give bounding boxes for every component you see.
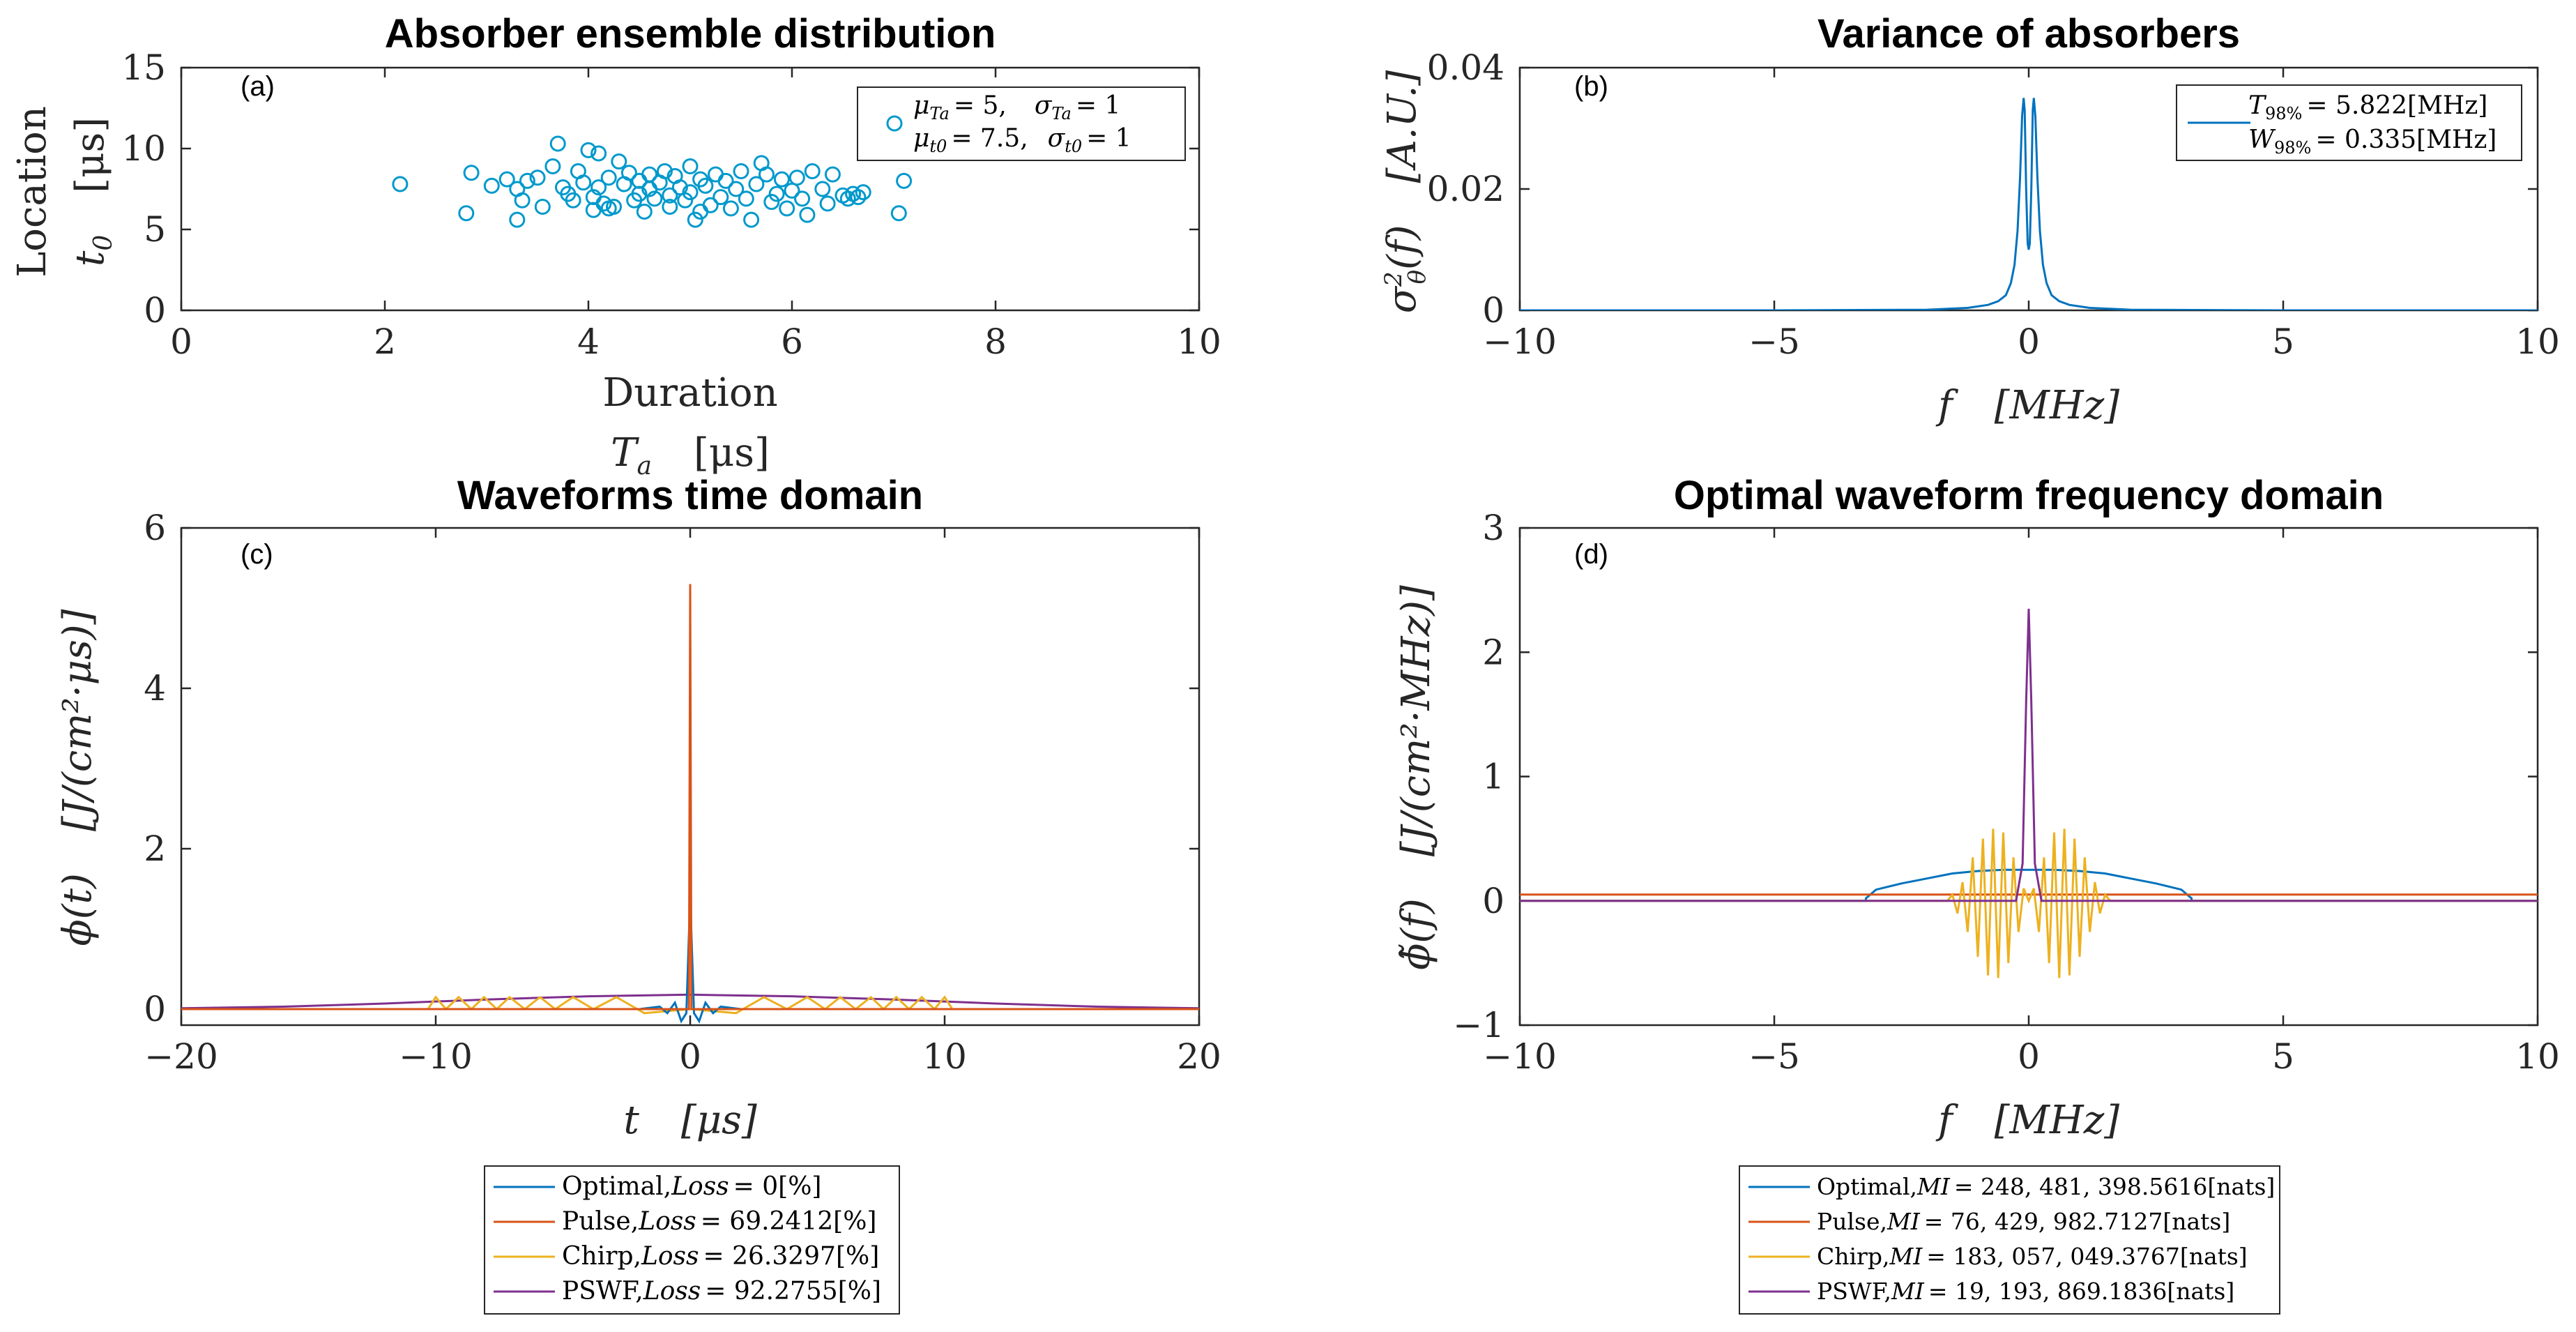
x-tick-label: 0 [2018, 321, 2040, 362]
legend-entry-chirp: Chirp,MI = 183, 057, 049.3767[nats] [1817, 1243, 2248, 1270]
panel-a-legend: μTa = 5, σTa = 1 μt0 = 7.5, σt0 = 1 [858, 87, 1185, 160]
legend-entry-pswf: PSWF,MI = 19, 193, 869.1836[nats] [1817, 1278, 2234, 1305]
panel-d-frequency-domain: Optimal waveform frequency domain −1 0 −5 0… [1394, 473, 2560, 1314]
panel-c-title: Waveforms time domain [457, 473, 923, 518]
x-tick-label: 0 [170, 321, 192, 362]
x-tick-label: 0 [2018, 1036, 2040, 1077]
x-tick-label: 5 [2272, 321, 2294, 362]
panel-b-ylabel: σ2θ(f)[A.U.] [1380, 70, 1431, 314]
legend-entry-pulse: Pulse,MI = 76, 429, 982.7127[nats] [1817, 1208, 2230, 1235]
y-tick-label: −1 [1453, 1005, 1504, 1045]
legend-entry-pswf: PSWF,Loss = 92.2755[%] [562, 1277, 881, 1305]
x-tick-label: 4 [577, 321, 600, 362]
panel-a-scatter: Absorber ensemble distribution 0 2 4 6 8 10 0 5… [10, 11, 1221, 480]
panel-b-title: Variance of absorbers [1817, 11, 2240, 56]
x-tick-label: 8 [984, 321, 1007, 362]
legend-entry-pulse: Pulse,Loss = 69.2412[%] [562, 1207, 876, 1236]
y-tick-label: 6 [144, 508, 166, 548]
x-tick-label: 10 [2515, 1036, 2560, 1077]
y-tick-label: 15 [121, 47, 166, 88]
y-tick-label: 3 [1482, 508, 1504, 548]
panel-d-ylabel: ϕ̃(f)[J/(cm²·MHz)] [1394, 585, 1439, 970]
panel-c-label: (c) [241, 539, 273, 570]
panel-b-xlabel: f [MHz] [1935, 383, 2119, 428]
x-tick-label: −20 [144, 1036, 218, 1077]
x-tick-label: −5 [1748, 321, 1800, 362]
panel-d-title: Optimal waveform frequency domain [1674, 473, 2384, 518]
y-tick-label: 4 [144, 668, 166, 709]
y-tick-label: 0 [1482, 290, 1504, 331]
y-tick-label: 0 [144, 989, 166, 1029]
y-tick-label: 10 [121, 128, 166, 169]
panel-b-label: (b) [1574, 71, 1608, 102]
y-tick-label: 2 [1482, 632, 1504, 672]
x-tick-label: 6 [781, 321, 803, 362]
y-tick-label: 5 [144, 209, 166, 250]
y-tick-label: 0.02 [1427, 169, 1504, 209]
x-tick-label: 10 [1177, 321, 1221, 362]
x-tick-label: 20 [1177, 1036, 1221, 1077]
x-tick-label: 10 [2515, 321, 2560, 362]
panel-c-ylabel: ϕ(t)[J/(cm²·μs)] [55, 609, 100, 946]
panel-a-xlabel-word: Duration [602, 370, 777, 416]
x-tick-label: −10 [399, 1036, 473, 1077]
y-tick-label: 1 [1482, 757, 1504, 797]
x-tick-label: 2 [374, 321, 396, 362]
panel-b-legend: T98% = 5.822[MHz] W98% = 0.335[MHz] [2177, 85, 2522, 160]
panel-a-ylabel-symbol: t0[μs] [68, 117, 118, 266]
y-tick-label: 2 [144, 828, 166, 869]
panel-a-ylabel-word: Location [10, 106, 55, 278]
y-tick-label: 0 [1482, 881, 1504, 921]
panel-c-time-domain: Waveforms time domain −20 −10 0 10 20 0 2 4 6 (c… [55, 473, 1221, 1314]
legend-entry-optimal: Optimal,MI = 248, 481, 398.5616[nats] [1817, 1173, 2275, 1200]
panel-d-legend: Optimal,MI = 248, 481, 398.5616[nats] Puls… [1739, 1166, 2280, 1314]
panel-c-xlabel: t [μs] [623, 1098, 756, 1143]
legend-entry-optimal: Optimal,Loss = 0[%] [562, 1172, 821, 1201]
panel-a-label: (a) [241, 71, 275, 102]
y-tick-label: 0 [144, 290, 166, 331]
figure: Absorber ensemble distribution 0 2 4 6 8 1005… [0, 0, 2576, 1332]
panel-a-title: Absorber ensemble distribution [385, 11, 996, 56]
x-tick-label: 10 [922, 1036, 967, 1077]
x-tick-label: 5 [2272, 1036, 2294, 1077]
panel-c-legend: Optimal,Loss = 0[%] Pulse,Loss = 69.2412[%]… [485, 1166, 899, 1314]
x-tick-label: 0 [679, 1036, 701, 1077]
panel-b-variance: Variance of absorbers −10 −5 0 5 10 0 0.02 0.04… [1380, 11, 2560, 428]
x-tick-label: −5 [1748, 1036, 1800, 1077]
panel-d-axes [1520, 528, 2538, 1025]
legend-entry-chirp: Chirp,Loss = 26.3297[%] [562, 1242, 879, 1271]
panel-d-label: (d) [1574, 539, 1608, 570]
y-tick-label: 0.04 [1427, 47, 1504, 88]
panel-d-xlabel: f [MHz] [1935, 1098, 2119, 1143]
